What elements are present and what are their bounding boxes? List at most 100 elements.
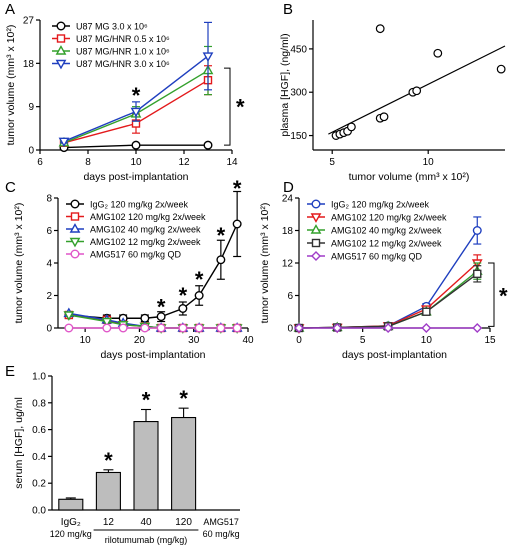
significance-star: * [179,386,188,411]
y-tick-label: 27 [23,16,35,27]
panel-b: 51015150300450tumor volume (mm³ x 10²)pl… [279,1,506,183]
legend-entry: AMG517 60 mg/kg QD [90,249,182,259]
panel-e: 0.0 0.2 0.4 0.6 0.8 1.0 serum [HGF], ug/ml E IgG… [5,363,240,545]
data-point [130,107,142,118]
bar-sublabel: 120 mg/kg [50,529,92,539]
x-tick-label: 30 [188,335,200,346]
series-line [298,273,478,329]
panel-d: 0 5 10 15 0 6 12 18 24 days post-implantation tumo… [259,179,508,361]
series-line [298,262,478,329]
series-3 [58,21,214,148]
legend-entry: AMG102 120 mg/kg 2x/week [90,212,206,222]
data-point [58,137,70,148]
bar [95,471,121,511]
data-point [131,140,141,150]
data-point [472,225,482,235]
y-tick-label: 0.4 [32,452,46,463]
x-axis-label: days post-implantation [342,349,447,361]
series-line [68,312,238,329]
data-point [232,323,242,333]
data-point [140,323,150,333]
bar-group-3: * 120 [171,386,197,528]
legend-entry: U87 MG 3.0 x 10⁶ [76,21,148,31]
legend-entry: U87 MG/HNR 3.0 x 10⁶ [76,59,170,69]
bar-sublabel: 60 mg/kg [203,529,240,539]
x-tick-label: 10 [80,335,92,346]
x-axis-label: days post-implantation [83,171,188,183]
x-tick-label: 15 [484,335,496,346]
bar [171,416,197,511]
y-tick-label: 4 [46,259,52,270]
bar-group-2: * 40 [133,388,159,528]
legend-marker [70,212,80,221]
y-tick-label: 12 [282,259,294,270]
legend-marker [69,237,81,248]
y-tick-label: 0.6 [32,425,46,436]
data-point [383,323,394,333]
legend-entry: AMG517 60 mg/kg QD [331,251,423,261]
legend-entry: AMG102 12 mg/kg 2x/week [90,237,201,247]
x-tick-label: 12 [178,157,190,168]
y-axis-label: tumor volume (mm³ x 10²) [13,203,25,324]
bar-label: 12 [103,517,115,528]
legend-marker [310,213,322,223]
y-tick-label: 9 [28,102,34,113]
legend-marker [70,199,80,209]
significance-bracket [224,67,231,146]
bar-label: 40 [140,517,152,528]
x-tick-label: 10 [423,157,435,168]
y-tick-label: 0.0 [32,506,46,517]
legend-marker [311,199,321,209]
data-point [216,255,226,265]
x-tick-label: 10 [421,335,433,346]
y-tick-label: 0 [287,324,293,335]
data-point [156,312,166,322]
x-tick-label: 5 [329,157,335,168]
legend-marker [311,251,321,261]
panel-label: C [5,179,16,196]
y-tick-label: 0 [28,146,34,157]
significance-star: * [195,267,204,292]
y-tick-label: 450 [290,44,307,55]
y-tick-label: 6 [287,291,293,302]
data-point [156,323,166,333]
y-tick-label: 150 [290,131,307,142]
x-tick-label: 14 [226,157,238,168]
data-point [216,323,226,333]
x-tick-label: 20 [134,335,146,346]
x-tick-label: 40 [242,335,254,346]
y-tick-label: 0 [46,324,52,335]
x-tick-label: 10 [130,157,142,168]
significance-star: * [142,388,151,413]
significance-star: * [499,284,508,309]
y-tick-label: 18 [282,226,294,237]
panel-label: E [5,363,15,380]
group-label: rilotumumab (mg/kg) [105,535,188,545]
y-axis-label: tumor volume (mm³ x 10²) [5,25,17,146]
series-3 [63,311,243,334]
series-2 [293,262,483,332]
legend-entry: IgG₂ 120 mg/kg 2x/week [90,199,189,209]
panel-label: B [283,1,293,18]
legend-marker [55,45,67,55]
bar-label: IgG₂ [61,517,81,528]
series-4 [294,323,483,333]
y-axis-label: tumor volume (mm³ x 10²) [259,203,271,324]
data-point [194,323,204,333]
x-axis-label: days post-implantation [100,349,205,361]
y-tick-label: 0.8 [32,398,46,409]
bar-label: 120 [175,517,192,528]
y-tick-label: 8 [46,194,52,205]
panel-c: 10 20 30 40 0 2 4 6 8 days post-implantation tumor… [5,176,254,361]
y-axis-label: plasma [HGF], (ng/ml) [279,33,291,136]
legend-marker [311,238,321,248]
data-point [496,64,506,74]
bar [58,498,84,511]
panel-label: D [283,179,294,196]
legend-marker [310,224,322,234]
bar-label: AMG517 [203,517,239,527]
series-line [298,270,478,329]
data-point [178,323,188,333]
data-point [202,52,214,63]
